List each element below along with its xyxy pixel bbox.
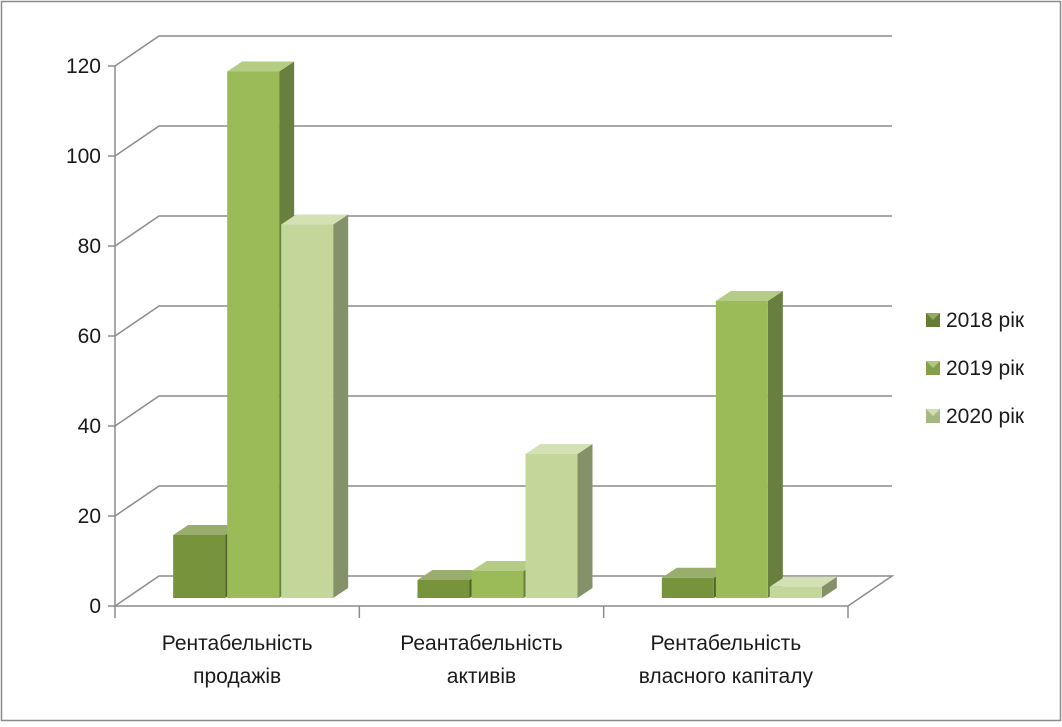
legend-item: 2018 рік <box>926 309 1025 332</box>
bar-front-face <box>769 586 822 598</box>
bar-side-face <box>821 576 837 598</box>
category-label: Рентабельність продажів <box>162 632 313 688</box>
bar-front-face <box>173 535 226 598</box>
y-tick-label: 40 <box>78 415 101 438</box>
category-label-line: Рентабельність <box>162 632 313 655</box>
y-tick-label: 60 <box>78 325 101 348</box>
legend-swatch-highlight <box>926 313 940 320</box>
y-axis-tick-labels: 0 20 40 60 80 100 120 <box>66 55 101 618</box>
bar-front-face <box>227 71 280 598</box>
bar-1-2 <box>715 291 783 598</box>
bar-2-0 <box>281 214 349 598</box>
bar-top-face <box>173 525 241 535</box>
legend-label: 2020 рік <box>946 405 1025 428</box>
category-label: Реантабельність активів <box>400 632 562 688</box>
bar-front-face <box>417 580 470 598</box>
y-tick-label: 0 <box>89 595 101 618</box>
category-label-line: власного капіталу <box>639 665 814 688</box>
bar-top-face <box>227 61 295 72</box>
y-tick-label: 100 <box>66 145 101 168</box>
bar-front-face <box>471 571 524 598</box>
legend-swatch-highlight <box>926 361 940 368</box>
bar-top-face <box>417 570 485 580</box>
gridline <box>114 125 892 157</box>
gridlines <box>114 35 892 517</box>
bar-front-face <box>281 224 334 598</box>
bar-2-2 <box>769 576 837 598</box>
bar-front-face <box>715 301 768 598</box>
bar-front-face <box>525 454 578 598</box>
bar-2-1 <box>525 444 593 598</box>
bar-side-face <box>577 444 593 598</box>
legend: 2018 рік 2019 рік 2020 рік <box>926 309 1025 428</box>
legend-item: 2020 рік <box>926 405 1025 428</box>
bar-top-face <box>281 214 349 225</box>
bar-top-face <box>471 561 539 571</box>
bar-front-face <box>661 577 714 598</box>
legend-item: 2019 рік <box>926 357 1025 380</box>
gridline <box>114 485 892 517</box>
y-tick-label: 20 <box>78 505 101 528</box>
category-label-line: продажів <box>193 665 281 688</box>
bars <box>173 61 837 598</box>
gridline <box>114 305 892 337</box>
gridline <box>114 395 892 427</box>
bar-top-face <box>661 567 729 578</box>
category-label: Рентабельність власного капіталу <box>639 632 814 688</box>
legend-label: 2018 рік <box>946 309 1025 332</box>
gridline <box>114 215 892 247</box>
legend-label: 2019 рік <box>946 357 1025 380</box>
bar-top-face <box>769 576 837 587</box>
category-label-line: Реантабельність <box>400 632 562 655</box>
category-label-line: Рентабельність <box>650 632 801 655</box>
y-tick-label: 80 <box>78 235 101 258</box>
bar-side-face <box>333 214 349 598</box>
category-label-line: активів <box>447 665 516 688</box>
bar-top-face <box>525 444 593 454</box>
bar-top-face <box>715 291 783 301</box>
y-tick-label: 120 <box>66 55 101 78</box>
axes <box>108 65 849 618</box>
gridline <box>114 35 892 67</box>
x-axis-category-labels: Рентабельність продажів Реантабельність акт… <box>162 632 814 688</box>
legend-swatch-highlight <box>926 409 940 416</box>
bar-side-face <box>767 291 783 598</box>
